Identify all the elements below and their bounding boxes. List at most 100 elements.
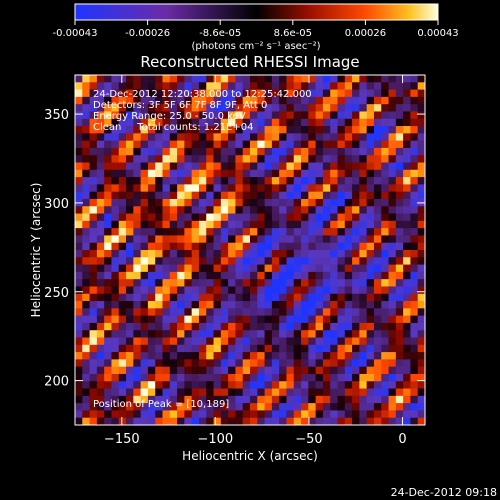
heatmap-cell [308,344,317,353]
heatmap-cell [111,228,120,236]
heatmap-cell [75,330,83,338]
heatmap-cell [352,133,360,142]
heatmap-cell [388,286,397,295]
heatmap-cell [82,366,90,375]
heatmap-cell [82,75,90,83]
heatmap-cell [169,155,178,163]
heatmap-cell [366,279,375,287]
heatmap-cell [395,242,404,251]
heatmap-cell [337,89,346,98]
heatmap-cell [169,126,178,134]
heatmap-cell [220,169,229,178]
heatmap-cell [359,75,368,83]
heatmap-cell [162,417,171,425]
heatmap-cell [162,177,171,185]
heatmap-cell [242,235,251,244]
heatmap-cell [264,352,273,360]
heatmap-cell [388,162,397,171]
heatmap-cell [337,279,346,287]
heatmap-cell [75,228,83,236]
heatmap-cell [213,271,222,280]
heatmap-cell [162,359,171,368]
heatmap-cell [118,293,127,302]
heatmap-cell [337,403,346,411]
heatmap-cell [89,395,98,404]
heatmap-cell [301,220,309,229]
heatmap-cell [403,198,411,207]
heatmap-cell [403,373,411,382]
heatmap-cell [359,286,368,295]
heatmap-cell [242,337,251,346]
heatmap-cell [403,162,411,171]
heatmap-cell [293,155,302,163]
heatmap-cell [264,301,273,309]
heatmap-cell [279,330,287,338]
heatmap-cell [410,388,419,397]
heatmap-cell [162,89,171,98]
heatmap-cell [235,250,244,258]
heatmap-cell [242,140,251,149]
heatmap-cell [177,366,185,375]
heatmap-cell [242,286,251,295]
heatmap-cell [271,388,280,397]
heatmap-cell [184,344,193,353]
heatmap-cell [322,308,331,317]
heatmap-cell [82,213,90,222]
heatmap-cell [352,359,360,368]
heatmap-cell [264,198,273,207]
heatmap-cell [96,169,105,178]
heatmap-cell [308,184,317,193]
heatmap-cell [322,257,331,265]
heatmap-cell [403,133,411,142]
heatmap-cell [301,388,309,397]
heatmap-cell [410,228,419,236]
heatmap-cell [250,417,258,425]
heatmap-cell [89,228,98,236]
heatmap-cell [373,82,382,90]
heatmap-cell [82,228,90,236]
heatmap-cell [140,155,149,163]
heatmap-cell [118,257,127,265]
heatmap-cell [381,308,389,317]
heatmap-cell [250,388,258,397]
heatmap-cell [344,308,353,317]
heatmap-cell [330,286,338,295]
heatmap-cell [228,162,236,171]
heatmap-cell [213,133,222,142]
heatmap-cell [308,337,317,346]
heatmap-cell [242,169,251,178]
heatmap-cell [169,162,178,171]
heatmap-cell [373,140,382,149]
heatmap-cell [315,111,324,120]
heatmap-cell [330,301,338,309]
heatmap-cell [104,271,112,280]
heatmap-cell [352,191,360,200]
heatmap-cell [250,271,258,280]
heatmap-cell [279,279,287,287]
heatmap-cell [133,162,142,171]
heatmap-cell [403,308,411,317]
heatmap-cell [388,344,397,353]
heatmap-cell [250,403,258,411]
heatmap-cell [264,89,273,98]
heatmap-cell [359,126,368,134]
heatmap-cell [352,235,360,244]
heatmap-cell [250,293,258,302]
heatmap-cell [140,330,149,338]
heatmap-cell [198,140,207,149]
heatmap-cell [147,82,156,90]
heatmap-cell [140,293,149,302]
heatmap-cell [89,96,98,105]
heatmap-cell [330,235,338,244]
heatmap-cell [235,89,244,98]
heatmap-cell [410,169,419,178]
heatmap-cell [133,279,142,287]
heatmap-cell [75,133,83,142]
heatmap-cell [286,147,295,156]
heatmap-cell [126,242,134,251]
heatmap-cell [286,257,295,265]
heatmap-cell [213,118,222,127]
heatmap-cell [235,162,244,171]
heatmap-cell [315,271,324,280]
heatmap-cell [410,191,419,200]
